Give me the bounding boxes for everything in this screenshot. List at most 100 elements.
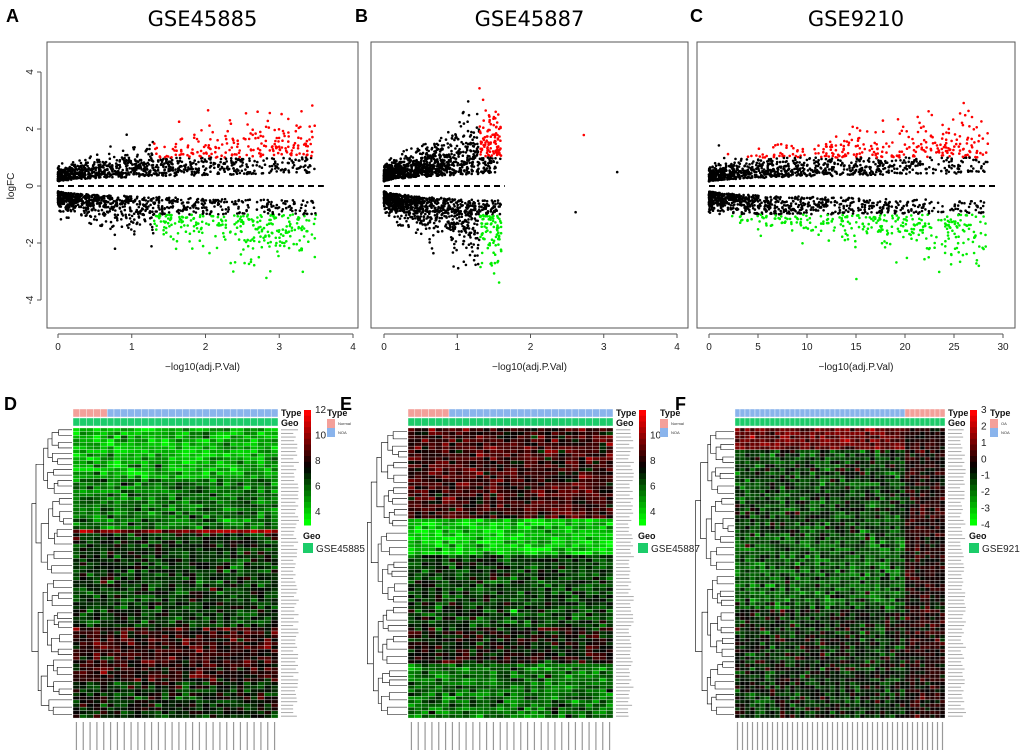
point xyxy=(467,218,470,221)
point xyxy=(93,215,97,218)
point xyxy=(404,200,408,204)
point xyxy=(492,241,495,244)
point xyxy=(481,98,485,102)
point xyxy=(66,209,70,212)
point xyxy=(464,227,468,230)
point xyxy=(216,138,219,142)
point xyxy=(479,265,482,269)
point xyxy=(139,158,143,162)
point xyxy=(415,221,419,224)
point xyxy=(86,211,89,215)
point xyxy=(263,163,267,166)
point xyxy=(95,218,98,222)
point xyxy=(410,167,414,171)
point xyxy=(816,197,819,200)
point xyxy=(480,205,483,209)
point xyxy=(236,214,239,218)
point xyxy=(479,131,482,135)
point xyxy=(492,225,496,229)
point xyxy=(459,125,463,128)
point xyxy=(156,166,160,169)
point xyxy=(457,155,460,158)
point xyxy=(238,155,241,159)
point xyxy=(217,199,220,203)
point xyxy=(476,142,479,146)
point xyxy=(230,173,233,176)
point xyxy=(492,160,496,163)
point xyxy=(305,218,308,222)
point xyxy=(264,235,267,238)
point xyxy=(419,215,423,218)
point xyxy=(57,175,60,178)
point xyxy=(121,168,124,172)
point xyxy=(133,230,136,233)
point xyxy=(822,171,825,175)
point xyxy=(430,206,433,209)
point xyxy=(277,230,281,234)
point xyxy=(309,164,312,168)
point xyxy=(169,217,173,220)
point xyxy=(434,160,438,164)
point xyxy=(759,159,763,162)
point xyxy=(125,133,128,136)
point xyxy=(483,237,486,241)
point xyxy=(487,114,491,117)
point xyxy=(311,104,314,107)
point xyxy=(462,122,466,125)
point xyxy=(827,221,830,225)
point xyxy=(271,145,274,148)
panel-letter-a: A xyxy=(6,6,19,26)
point xyxy=(939,143,942,146)
point xyxy=(257,231,261,234)
point xyxy=(106,205,110,209)
point xyxy=(445,170,449,173)
point xyxy=(217,222,221,225)
point xyxy=(224,223,228,227)
point xyxy=(240,158,244,162)
point xyxy=(174,196,177,199)
point xyxy=(123,202,127,206)
point xyxy=(299,137,303,140)
point xyxy=(398,198,402,201)
point xyxy=(87,199,91,203)
point xyxy=(162,220,166,223)
point xyxy=(406,164,410,167)
point xyxy=(244,137,247,141)
point xyxy=(201,209,205,213)
point xyxy=(467,171,471,174)
point xyxy=(104,203,108,207)
point xyxy=(949,263,953,266)
point xyxy=(467,200,471,203)
point xyxy=(458,152,461,155)
point xyxy=(168,173,171,177)
point xyxy=(248,157,251,160)
point xyxy=(497,237,500,241)
point xyxy=(139,209,143,212)
point xyxy=(416,206,419,210)
point xyxy=(179,198,183,202)
point xyxy=(239,215,243,218)
point xyxy=(151,206,155,210)
point xyxy=(109,220,113,224)
point xyxy=(90,208,94,211)
point xyxy=(492,152,496,155)
point xyxy=(462,239,466,243)
point xyxy=(455,248,458,252)
x-tick-label: 25 xyxy=(948,342,960,353)
point xyxy=(246,203,250,207)
point xyxy=(113,247,117,250)
point xyxy=(582,133,586,137)
point xyxy=(419,171,423,175)
point xyxy=(201,156,204,160)
point xyxy=(483,199,487,202)
point xyxy=(453,225,457,229)
point xyxy=(65,216,69,219)
point xyxy=(454,133,458,137)
point xyxy=(120,202,124,206)
point xyxy=(128,213,131,217)
point xyxy=(256,147,260,150)
point xyxy=(77,174,81,177)
point xyxy=(466,214,470,217)
point xyxy=(271,212,275,216)
point xyxy=(865,231,869,235)
